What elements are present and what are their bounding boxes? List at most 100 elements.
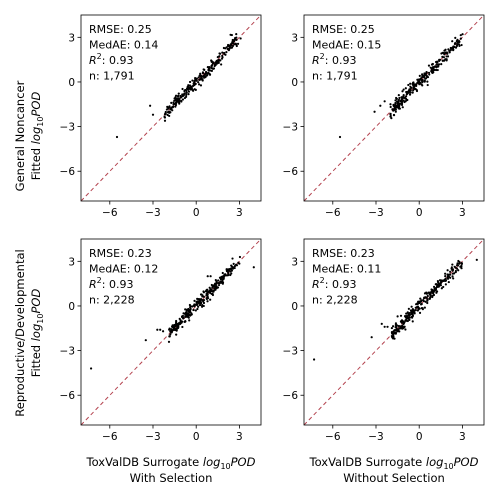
data-point (426, 294, 429, 298)
data-point (454, 266, 457, 269)
data-point (410, 311, 413, 314)
data-point (394, 110, 397, 113)
data-point (438, 279, 442, 282)
data-point (391, 108, 394, 111)
data-point (185, 93, 188, 97)
outlier-point (338, 135, 342, 139)
data-point (235, 36, 238, 39)
data-point (173, 326, 176, 329)
data-point (194, 88, 197, 91)
data-point (418, 311, 422, 315)
x-tick-label: 0 (193, 431, 200, 443)
data-point (449, 273, 452, 276)
data-point (230, 265, 233, 268)
data-point (212, 285, 216, 288)
data-point (427, 71, 431, 74)
x-tick-label: −3 (145, 431, 160, 443)
data-point (219, 59, 222, 62)
data-point (177, 94, 180, 97)
col-label-2-line2: Without Selection (343, 471, 445, 485)
data-point (200, 293, 203, 296)
data-point (230, 33, 234, 37)
data-point (205, 71, 208, 75)
outlier-point (312, 358, 316, 361)
data-point (439, 58, 442, 61)
data-point (402, 88, 405, 91)
data-point (234, 263, 238, 266)
data-point (193, 299, 196, 302)
data-point (426, 299, 429, 302)
data-point (221, 51, 224, 54)
data-point (409, 85, 412, 88)
stat-n: n: 1,791 (312, 70, 358, 83)
data-point (175, 323, 179, 326)
data-point (212, 61, 215, 65)
data-point (420, 302, 423, 306)
data-point (457, 269, 460, 272)
data-point (163, 115, 166, 118)
data-point (444, 275, 447, 278)
data-point (452, 272, 456, 275)
data-point (201, 72, 205, 75)
data-point (196, 297, 199, 300)
data-point (395, 96, 398, 100)
data-point (417, 301, 420, 304)
col-label-1-line1: ToxValDB Surrogate log10POD (86, 455, 256, 471)
y-tick-label: −6 (60, 390, 76, 402)
data-point (164, 110, 167, 114)
row-label-1-line1: General Noncancer (13, 80, 27, 191)
row-label-2: Reproductive/Developmental Fitted log10P… (13, 249, 45, 416)
data-point (187, 316, 190, 319)
axes-frame (303, 14, 485, 202)
data-point (175, 333, 178, 336)
data-point (206, 288, 209, 291)
data-point (221, 275, 225, 278)
data-point (197, 83, 201, 86)
data-point (446, 55, 450, 58)
data-point (408, 93, 412, 96)
data-point (458, 40, 461, 44)
data-point (414, 306, 417, 309)
data-point (436, 68, 439, 72)
outlier-point (383, 325, 386, 328)
data-point (431, 291, 434, 294)
data-point (209, 288, 212, 291)
data-point (188, 87, 191, 90)
y-tick-label: −3 (283, 346, 298, 358)
data-point (396, 105, 399, 109)
data-point (392, 113, 396, 117)
data-point (440, 52, 443, 55)
data-point (181, 93, 184, 97)
plot-area (304, 239, 484, 425)
data-point (404, 87, 407, 90)
data-point (399, 99, 403, 102)
data-point (397, 107, 401, 110)
data-point (204, 290, 207, 293)
data-point (228, 46, 231, 50)
stat-r2: R2: 0.93 (312, 276, 356, 291)
data-point (391, 325, 395, 328)
data-point (392, 336, 395, 340)
data-point (196, 307, 199, 311)
stat-r2: R2: 0.93 (89, 52, 133, 67)
data-point (434, 60, 438, 64)
data-point (443, 49, 446, 52)
data-point (424, 300, 427, 303)
data-point (413, 312, 416, 315)
data-point (188, 84, 192, 87)
data-point (410, 305, 413, 308)
data-point (451, 275, 454, 278)
data-point (440, 63, 443, 66)
data-point (235, 38, 238, 42)
data-point (422, 299, 425, 303)
data-point (202, 295, 205, 298)
data-point (459, 34, 462, 37)
outlier-point (252, 266, 255, 269)
y-tick-label: 3 (291, 32, 298, 44)
data-point (178, 317, 181, 320)
data-point (185, 309, 188, 312)
data-point (427, 64, 431, 67)
data-point (444, 51, 448, 54)
data-point (184, 308, 187, 311)
